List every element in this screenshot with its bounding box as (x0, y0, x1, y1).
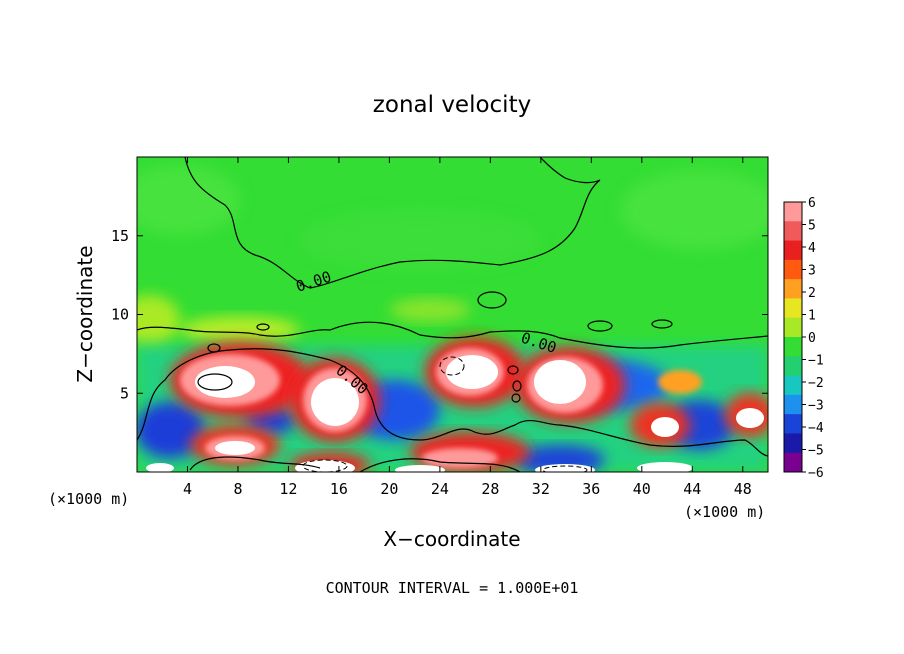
chart-title: zonal velocity (373, 92, 531, 118)
plot-area: 0.00 0.00 0.00 (137, 157, 768, 472)
colorbar-tick-label: 3 (808, 264, 816, 279)
colorbar-swatch (784, 298, 802, 319)
x-tick-label: 16 (330, 480, 348, 498)
y-tick-label: 5 (120, 384, 129, 402)
colorbar: 6 5 4 3 2 1 0 −1 −2 −3 −4 −5 −6 (783, 196, 824, 481)
x-tick-label: 28 (481, 480, 499, 498)
colorbar-tick-label: 1 (808, 309, 816, 324)
colorbar-swatch (784, 259, 802, 280)
colorbar-swatch (784, 414, 802, 434)
x-tick-label: 48 (734, 480, 752, 498)
colorbar-tick-label: 0 (808, 331, 816, 346)
colorbar-tick-label: −4 (808, 421, 824, 436)
colorbar-tick-label: 2 (808, 286, 816, 301)
colorbar-swatch (784, 394, 802, 415)
colorbar-swatch (784, 337, 802, 357)
field-shading (137, 165, 768, 472)
x-tick-label: 8 (233, 480, 242, 498)
negative-contours (302, 356, 588, 472)
colorbar-swatch (784, 202, 802, 222)
colorbar-swatch (784, 279, 802, 299)
contour-interval-note: CONTOUR INTERVAL = 1.000E+01 (326, 579, 579, 597)
x-axis: 4 8 12 16 20 24 28 32 36 40 44 48 (183, 157, 752, 498)
x-tick-label: 12 (279, 480, 297, 498)
colorbar-swatch (784, 433, 802, 454)
colorbar-swatch (784, 317, 802, 338)
colorbar-tick-label: 5 (808, 219, 816, 234)
colorbar-tick-label: −3 (808, 399, 824, 414)
x-tick-label: 20 (380, 480, 398, 498)
y-axis: 5 10 15 (111, 227, 768, 402)
y-tick-label: 15 (111, 227, 129, 245)
x-axis-label: X−coordinate (383, 527, 520, 551)
x-unit-label-right: (×1000 m) (684, 503, 765, 521)
y-axis-label: Z−coordinate (73, 245, 97, 382)
contour-lines (137, 157, 768, 472)
colorbar-swatch (784, 452, 802, 473)
colorbar-swatch (784, 221, 802, 242)
x-tick-label: 4 (183, 480, 192, 498)
y-tick-label: 10 (111, 306, 129, 324)
colorbar-swatch (784, 375, 802, 396)
x-tick-label: 36 (582, 480, 600, 498)
colorbar-swatch (784, 240, 802, 261)
colorbar-tick-label: −2 (808, 376, 824, 391)
x-tick-label: 40 (633, 480, 651, 498)
x-tick-label: 44 (683, 480, 701, 498)
x-tick-label: 32 (532, 480, 550, 498)
colorbar-tick-label: −5 (808, 444, 824, 459)
colorbar-tick-label: 6 (808, 196, 816, 211)
colorbar-tick-label: 4 (808, 241, 816, 256)
x-tick-label: 24 (431, 480, 449, 498)
colorbar-tick-label: −1 (808, 354, 824, 369)
colorbar-tick-label: −6 (808, 466, 824, 481)
x-unit-label-left: (×1000 m) (48, 490, 129, 508)
colorbar-swatch (784, 356, 802, 377)
